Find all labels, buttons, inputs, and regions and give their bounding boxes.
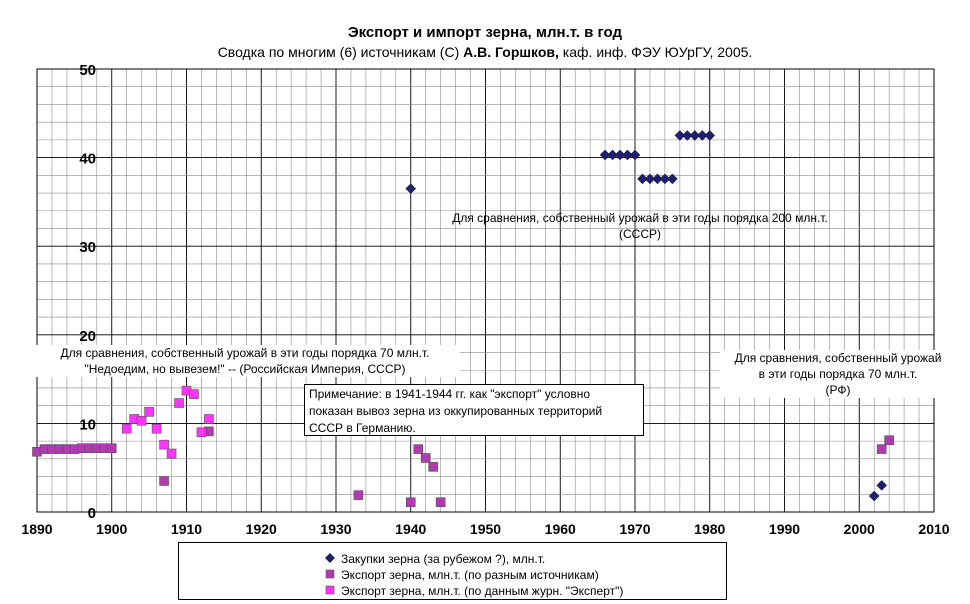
data-point-export-expert (196, 427, 207, 438)
data-point-export-expert (151, 423, 162, 434)
chart-marks (32, 130, 894, 508)
data-point-imports (659, 173, 671, 185)
y-axis-tick-labels: 0 10 20 30 40 50 (79, 62, 96, 522)
data-point-imports (629, 149, 641, 161)
x-tick-label: 1910 (171, 521, 202, 537)
data-point-export-expert (121, 423, 132, 434)
y-tick-label: 40 (79, 151, 96, 168)
note-line1: Примечание: в 1941-1944 гг. как "экспорт… (309, 387, 591, 401)
legend-item-export-expert: Экспорт зерна, млн.т. (по данным журн. "… (325, 583, 623, 599)
data-point-export-sources (413, 444, 424, 454)
x-tick-label: 1970 (619, 521, 650, 537)
chart-title: Экспорт и импорт зерна, млн.т. в год (347, 24, 623, 41)
data-point-imports (644, 173, 656, 185)
data-point-export-sources (435, 497, 446, 508)
note-line3: СССР в Германию. (309, 421, 416, 435)
y-tick-label: 10 (79, 416, 96, 433)
data-point-export-expert (204, 414, 214, 424)
annotation-rf: Для сравнения, собственный урожай в эти … (720, 350, 956, 398)
annotation-ussr: Для сравнения, собственный урожай в эти … (380, 210, 900, 242)
plot-area (36, 68, 935, 513)
x-tick-label: 1990 (769, 521, 800, 537)
data-point-imports (637, 173, 648, 185)
y-tick-label: 50 (79, 62, 96, 79)
data-point-export-expert (144, 407, 154, 417)
data-point-export-expert (166, 448, 177, 459)
data-point-export-expert (159, 439, 169, 450)
data-point-imports (868, 490, 880, 502)
data-point-export-sources (159, 476, 169, 486)
data-point-imports (689, 130, 701, 141)
data-point-export-sources (106, 443, 117, 454)
x-tick-label: 1940 (395, 521, 426, 537)
legend-item-export-sources: Экспорт зерна, млн.т. (по разным источни… (325, 567, 599, 583)
y-tick-label: 20 (79, 328, 96, 345)
data-point-imports (405, 183, 417, 194)
chart-subtitle: Сводка по многим (6) источникам (С) А.В.… (0, 44, 970, 60)
data-point-imports (704, 130, 716, 141)
data-point-export-sources (420, 453, 431, 463)
annotation-rf-line1: Для сравнения, собственный урожай (734, 351, 942, 365)
subtitle-author: А.В. Горшков, (463, 44, 559, 60)
legend-item-imports: Закупки зерна (за рубежом ?), млн.т. (325, 551, 545, 567)
legend-square-icon (325, 584, 335, 598)
y-tick-label: 0 (88, 505, 96, 522)
annotation-empire-line2: "Недоедим, но вывезем!" -- (Российская И… (84, 362, 406, 376)
data-point-imports (607, 149, 618, 161)
data-point-export-sources (353, 490, 364, 500)
data-point-imports (674, 130, 686, 141)
note-line2: показан вывоз зерна из оккупированных те… (309, 404, 603, 418)
x-tick-label: 1960 (545, 521, 576, 537)
x-tick-label: 2010 (918, 521, 949, 537)
x-tick-label: 1950 (470, 521, 501, 537)
x-tick-label: 2000 (844, 521, 875, 537)
x-tick-label: 1980 (694, 521, 725, 537)
data-point-imports (614, 149, 626, 161)
legend-diamond-icon (325, 552, 335, 566)
x-axis-tick-labels: 1890 1900 1910 1920 1930 1940 1950 1960 1970 1980… (21, 521, 949, 537)
annotation-ussr-line1: Для сравнения, собственный урожай в эти … (452, 211, 828, 225)
data-point-export-sources (405, 497, 416, 508)
x-tick-label: 1930 (320, 521, 351, 537)
chart-grid (36, 68, 935, 513)
data-point-export-sources (876, 444, 887, 454)
data-point-imports (599, 149, 611, 161)
data-point-export-expert (174, 398, 184, 408)
data-point-imports (652, 173, 663, 185)
data-point-imports (876, 480, 888, 491)
subtitle-part1: Сводка по многим (6) источникам (С) (217, 44, 464, 60)
data-point-export-sources (884, 435, 894, 446)
annotation-ussr-line2: (СССР) (619, 227, 661, 241)
data-point-export-sources (428, 462, 438, 472)
legend-label-imports: Закупки зерна (за рубежом ?), млн.т. (341, 552, 546, 566)
data-point-imports (681, 130, 693, 141)
legend-label-export-sources: Экспорт зерна, млн.т. (по разным источни… (341, 568, 599, 582)
annotation-empire-line1: Для сравнения, собственный урожай в эти … (60, 346, 430, 360)
annotation-rf-line2: в эти годы порядка 70 млн.т. (758, 367, 918, 381)
subtitle-part2: каф. инф. ФЭУ ЮУрГУ, 2005. (558, 44, 753, 60)
data-point-imports (696, 130, 708, 141)
data-point-imports (667, 173, 678, 185)
chart-legend: Закупки зерна (за рубежом ?), млн.т. Экс… (178, 542, 727, 600)
x-tick-label: 1920 (246, 521, 277, 537)
legend-label-export-expert: Экспорт зерна, млн.т. (по данным журн. "… (341, 584, 624, 598)
legend-square-icon (325, 568, 335, 582)
y-tick-label: 30 (79, 239, 96, 256)
x-tick-label: 1890 (21, 521, 52, 537)
annotation-empire: Для сравнения, собственный урожай в эти … (30, 345, 460, 377)
data-point-export-expert (189, 389, 199, 399)
data-point-imports (622, 149, 633, 161)
annotation-occupied-note: Примечание: в 1941-1944 гг. как "экспорт… (304, 384, 644, 436)
x-tick-label: 1900 (96, 521, 127, 537)
annotation-rf-line3: (РФ) (825, 383, 851, 397)
data-point-export-expert (136, 415, 147, 426)
